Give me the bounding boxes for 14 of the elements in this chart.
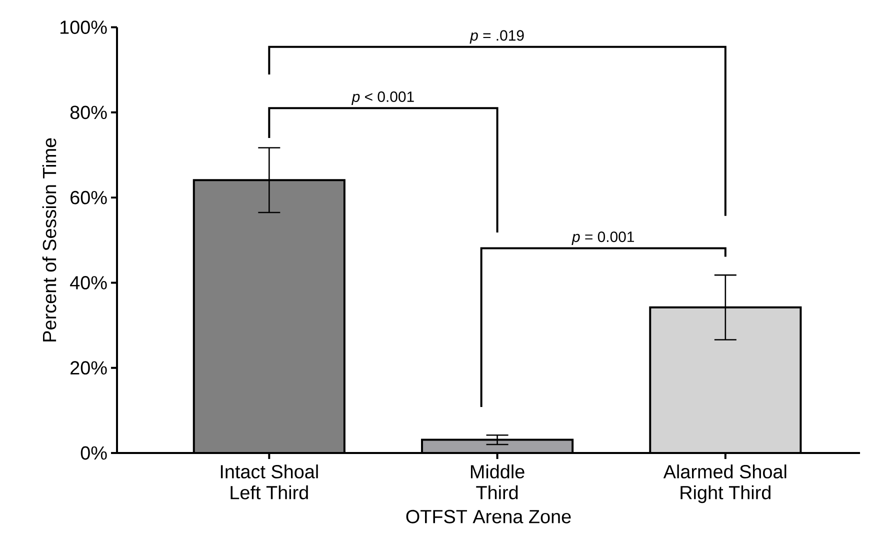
- y-tick-label: 100%: [60, 20, 107, 34]
- annotation: p = 0.001: [572, 231, 634, 246]
- y-tick-label: 80%: [70, 106, 107, 120]
- x-tick-label: Middle Third: [470, 464, 524, 500]
- x-axis-title: OTFST Arena Zone: [406, 510, 571, 524]
- x-tick-label: Alarmed Shoal Right Third: [663, 464, 786, 504]
- y-tick-label: 40%: [70, 276, 107, 290]
- y-tick-label: 20%: [70, 361, 107, 375]
- x-tick-label: Intact Shoal Left Third: [220, 464, 318, 500]
- y-axis-title: Percent of Session Time: [42, 138, 56, 342]
- y-tick-label: 0%: [80, 446, 107, 460]
- annotation: p = .019: [470, 30, 524, 44]
- annotation: p < 0.001: [351, 91, 414, 105]
- y-tick-label: 60%: [70, 190, 107, 204]
